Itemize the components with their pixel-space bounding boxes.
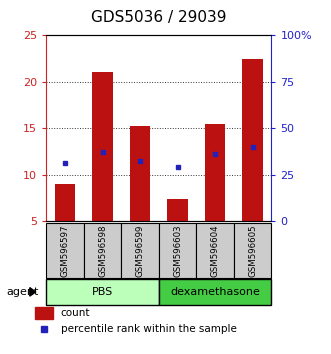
Bar (55, 184, 75, 221)
Bar (130, 126, 150, 221)
Text: GSM596603: GSM596603 (173, 224, 182, 277)
Bar (159, 223, 196, 278)
Text: agent: agent (7, 287, 39, 297)
Text: GSM596597: GSM596597 (61, 224, 70, 277)
Bar (35, 307, 53, 319)
Bar (167, 199, 188, 221)
Bar (196, 223, 234, 278)
Bar (46, 223, 84, 278)
Bar (92, 72, 113, 221)
Bar (84, 223, 121, 278)
Text: GSM596599: GSM596599 (136, 224, 145, 276)
Bar (205, 124, 225, 221)
Bar (242, 59, 263, 221)
Text: percentile rank within the sample: percentile rank within the sample (61, 324, 237, 333)
Text: GSM596605: GSM596605 (248, 224, 257, 277)
Polygon shape (30, 287, 36, 296)
Text: dexamethasone: dexamethasone (170, 287, 260, 297)
Bar (121, 223, 159, 278)
Text: GSM596604: GSM596604 (211, 224, 220, 277)
Text: GDS5036 / 29039: GDS5036 / 29039 (91, 10, 227, 25)
Bar (234, 223, 271, 278)
Text: count: count (61, 308, 90, 318)
Text: GSM596598: GSM596598 (98, 224, 107, 277)
Bar (159, 279, 271, 305)
Text: PBS: PBS (92, 287, 113, 297)
Bar (46, 279, 159, 305)
